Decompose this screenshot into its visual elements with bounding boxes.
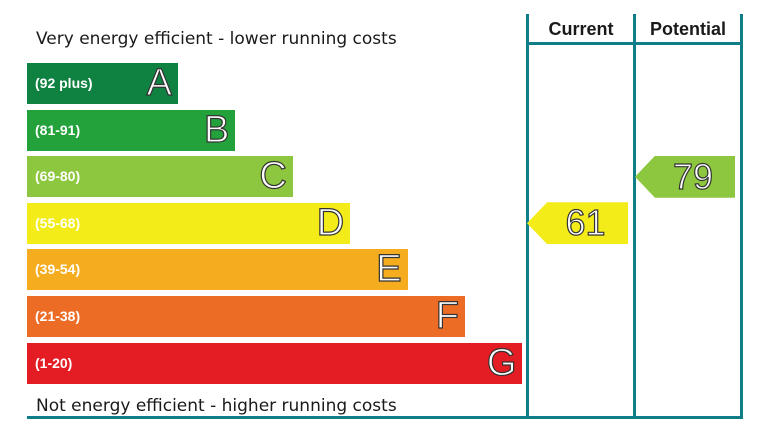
band-letter: F — [435, 294, 459, 337]
column-divider-middle — [633, 14, 636, 419]
band-range-label: (1-20) — [35, 354, 73, 371]
band-range-label: (39-54) — [35, 261, 81, 278]
band-c: (69-80) C — [27, 155, 293, 198]
column-divider-left — [526, 14, 529, 419]
band-letter: C — [259, 155, 288, 198]
current-rating-value: 61 — [565, 202, 606, 244]
band-range-label: (55-68) — [35, 214, 81, 231]
band-letter: B — [203, 108, 230, 151]
band-range-label: (92 plus) — [35, 75, 93, 91]
potential-rating-arrow: 79 — [635, 155, 735, 198]
current-arrow-shape — [527, 202, 628, 245]
caption-bottom: Not energy efficient - higher running co… — [36, 396, 397, 416]
potential-arrow-shape — [635, 155, 735, 198]
band-e: (39-54) E — [27, 248, 408, 291]
band-range-label: (21-38) — [35, 308, 81, 324]
column-divider-right — [740, 14, 743, 419]
band-b: (81-91) B — [27, 108, 236, 151]
band-a: (92 plus) A — [27, 61, 178, 105]
caption-top: Very energy efficient - lower running co… — [36, 29, 397, 49]
band-letter: G — [486, 341, 517, 384]
potential-column-header: Potential — [649, 19, 726, 39]
band-letter: D — [316, 201, 345, 244]
potential-rating-value: 79 — [672, 155, 714, 197]
band-d: (55-68) D — [27, 201, 351, 244]
bottom-rule — [27, 416, 743, 419]
band-letter: A — [146, 61, 173, 104]
band-g: (1-20) G — [27, 341, 523, 384]
current-column-header: Current — [548, 19, 614, 39]
band-range-label: (81-91) — [35, 121, 81, 138]
band-letter: E — [376, 248, 403, 291]
current-rating-arrow: 61 — [527, 202, 628, 245]
header-underline — [526, 42, 743, 45]
band-f: (21-38) F — [27, 294, 465, 338]
band-range-label: (69-80) — [35, 168, 81, 185]
